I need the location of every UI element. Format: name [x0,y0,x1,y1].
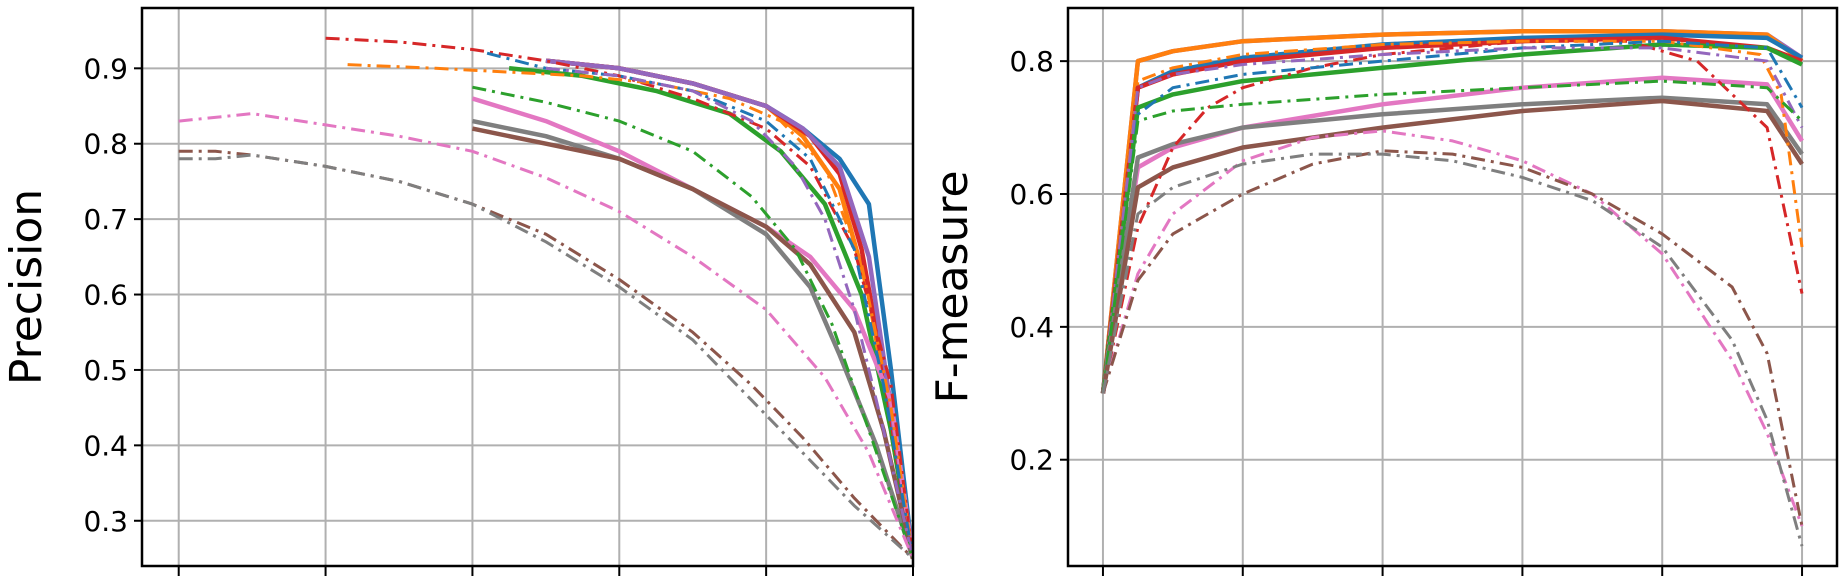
f-measure-series-line-pink-dashdot [1101,129,1804,527]
f-measure-series-line-gray-solid [1100,95,1804,394]
f-measure-series-line-brown-dashdot [1101,149,1804,527]
f-measure-y-tick-label: 0.6 [1009,178,1054,211]
f-measure-y-tick-label: 0.2 [1009,444,1054,477]
precision-series-line-blue-solid [545,58,913,559]
precision-series-line-green-solid [508,66,913,559]
precision-y-axis-title: Precision [1,189,52,385]
precision-y-tick-label: 0.7 [83,203,128,236]
f-measure-series-line-orange-solid [1100,29,1804,394]
f-measure-y-tick-label: 0.8 [1009,45,1054,78]
f-measure-series-line-gray-dashdot [1101,152,1804,547]
f-measure-series-line-brown-solid [1100,98,1804,394]
precision-series-line-pink-dashdot [178,112,913,560]
precision-y-tick-label: 0.6 [83,279,128,312]
f-measure-series-line-red-dashdot [1101,39,1804,394]
precision-series-line-red-solid [545,58,913,559]
f-measure-series-line-orange-dashdot [1101,39,1804,394]
f-measure-series-line-pink-solid [1100,75,1804,394]
precision-series-group [178,36,913,560]
f-measure-y-axis-title: F-measure [927,170,978,403]
precision-y-tick-label: 0.9 [83,52,128,85]
f-measure-series-line-blue-dashdot [1101,39,1804,394]
f-measure-series-line-green-solid [1100,42,1803,394]
precision-series-line-purple-dashdot [545,66,913,559]
precision-panel: 0.3 0.4 0.5 0.6 0.7 0.8 0.9 Precision [1,6,915,576]
precision-y-tick-label: 0.8 [83,128,128,161]
precision-y-tick-label: 0.4 [83,429,128,462]
precision-series-line-orange-dashdot [347,63,913,559]
f-measure-series-group [1100,29,1804,547]
precision-series-line-gray-dashdot [178,153,913,560]
precision-y-tick-label: 0.5 [83,354,128,387]
f-measure-series-line-purple-dashdot [1101,46,1804,394]
f-measure-y-tick-label: 0.4 [1009,311,1054,344]
precision-series-line-purple-solid [545,58,913,559]
precision-series-line-brown-solid [471,126,913,560]
precision-plot-frame [140,6,915,568]
f-measure-plot-frame [1066,6,1839,568]
precision-series-line-orange-solid [545,58,913,559]
precision-series-line-brown-dashdot [178,149,913,560]
f-measure-series-line-green-dashdot [1101,79,1804,394]
f-measure-panel: 0.2 0.4 0.6 0.8 F-measure [927,6,1839,576]
precision-series-line-green-dashdot [472,85,913,559]
precision-y-tick-label: 0.3 [83,505,128,538]
